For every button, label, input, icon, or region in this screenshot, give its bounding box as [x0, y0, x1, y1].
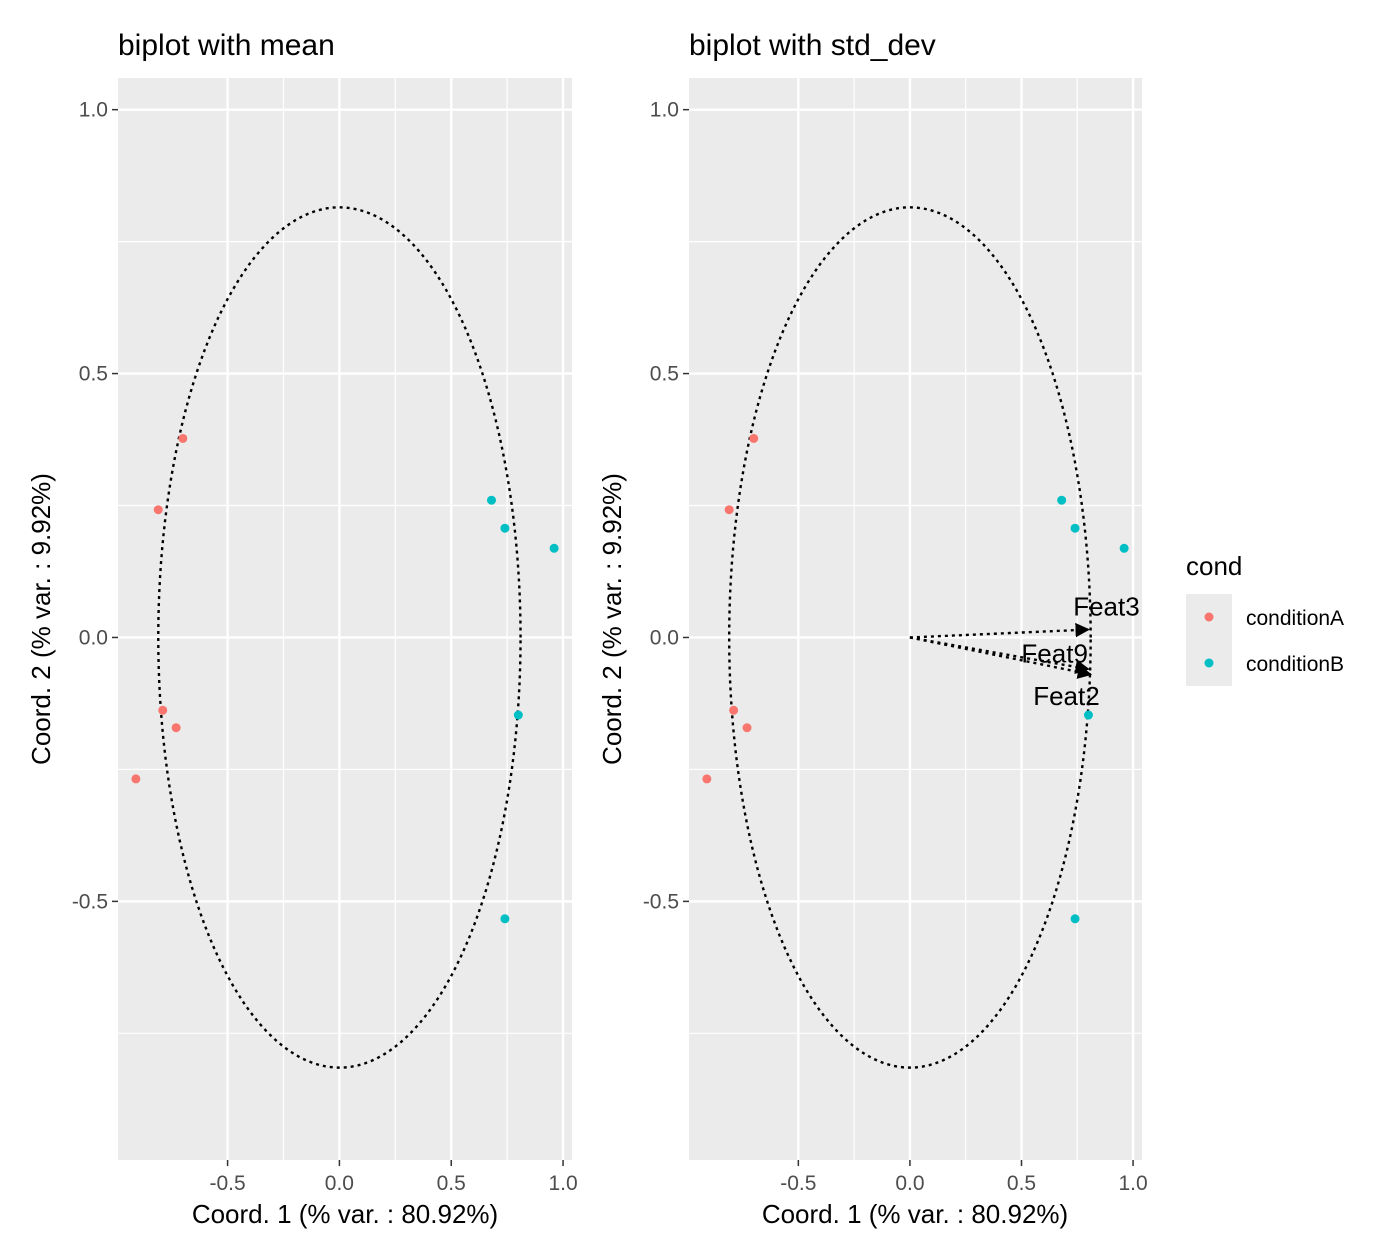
x-tick-label: -0.5 [209, 1172, 245, 1195]
y-tick-label: -0.5 [643, 890, 679, 913]
panel-title: biplot with std_dev [689, 29, 936, 62]
legend-title: cond [1186, 551, 1242, 581]
data-point [749, 433, 759, 443]
y-tick-label: 0.0 [79, 626, 108, 649]
legend: cond conditionA conditionB [1186, 551, 1344, 686]
legend-key-condition-b [1204, 658, 1214, 668]
data-point [513, 710, 523, 720]
y-axis-label: Coord. 2 (% var. : 9.92%) [26, 473, 56, 765]
plot-background [118, 78, 572, 1160]
x-tick-label: 0.0 [895, 1172, 924, 1195]
y-tick-label: 0.5 [650, 363, 679, 386]
data-point [1119, 543, 1129, 553]
points [131, 433, 559, 924]
data-point [178, 433, 188, 443]
data-point [1070, 523, 1080, 533]
gridlines [689, 78, 1142, 1160]
data-point [171, 723, 181, 733]
loading-arrow [909, 636, 1090, 674]
x-tick-label: 0.5 [1007, 1172, 1036, 1195]
y-tick-label: 1.0 [650, 99, 679, 122]
panel-std-dev: biplot with std_dev Feat3 Feat9 Feat2 -0.5… [597, 29, 1148, 1229]
data-point [742, 723, 752, 733]
data-point [729, 705, 739, 715]
points [702, 433, 1129, 924]
data-point [702, 774, 712, 784]
x-tick-label: 0.0 [325, 1172, 354, 1195]
data-point [153, 505, 163, 515]
y-ticks: -0.5 0.0 0.5 1.0 [72, 99, 118, 913]
plot-background [689, 78, 1142, 1160]
data-point [1070, 914, 1080, 924]
x-axis-label: Coord. 1 (% var. : 80.92%) [762, 1199, 1068, 1229]
data-point [131, 774, 141, 784]
x-ticks: -0.5 0.0 0.5 1.0 [780, 1160, 1148, 1195]
legend-label-condition-b: conditionB [1246, 653, 1344, 676]
arrows [909, 622, 1093, 679]
correlation-ellipse [727, 206, 1092, 1069]
x-axis-label: Coord. 1 (% var. : 80.92%) [192, 1199, 498, 1229]
panel-title: biplot with mean [118, 29, 335, 62]
data-point [500, 523, 510, 533]
x-ticks: -0.5 0.0 0.5 1.0 [209, 1160, 578, 1195]
gridlines [118, 78, 572, 1160]
legend-key-condition-a [1204, 612, 1214, 622]
data-point [549, 543, 559, 553]
arrow-label: Feat3 [1073, 592, 1140, 622]
y-tick-label: -0.5 [72, 890, 108, 913]
data-point [1083, 710, 1093, 720]
correlation-ellipse [157, 206, 522, 1069]
y-tick-label: 0.0 [650, 626, 679, 649]
data-point [1057, 495, 1067, 505]
x-tick-label: -0.5 [780, 1172, 816, 1195]
y-axis-label: Coord. 2 (% var. : 9.92%) [597, 473, 627, 765]
panel-mean: biplot with mean -0.5 0.0 0.5 1.0 -0.5 0.0 0.… [26, 29, 578, 1229]
x-tick-label: 0.5 [437, 1172, 466, 1195]
data-point [500, 914, 510, 924]
y-ticks: -0.5 0.0 0.5 1.0 [643, 99, 689, 913]
data-point [486, 495, 496, 505]
arrow-label: Feat9 [1021, 638, 1088, 668]
y-tick-label: 1.0 [79, 99, 108, 122]
x-tick-label: 1.0 [548, 1172, 577, 1195]
arrow-label: Feat2 [1033, 681, 1100, 711]
x-tick-label: 1.0 [1118, 1172, 1147, 1195]
data-point [724, 505, 734, 515]
data-point [158, 705, 168, 715]
legend-label-condition-a: conditionA [1246, 607, 1344, 630]
y-tick-label: 0.5 [79, 363, 108, 386]
loading-arrow [909, 622, 1090, 639]
arrow-labels: Feat3 Feat9 Feat2 [1021, 592, 1139, 712]
